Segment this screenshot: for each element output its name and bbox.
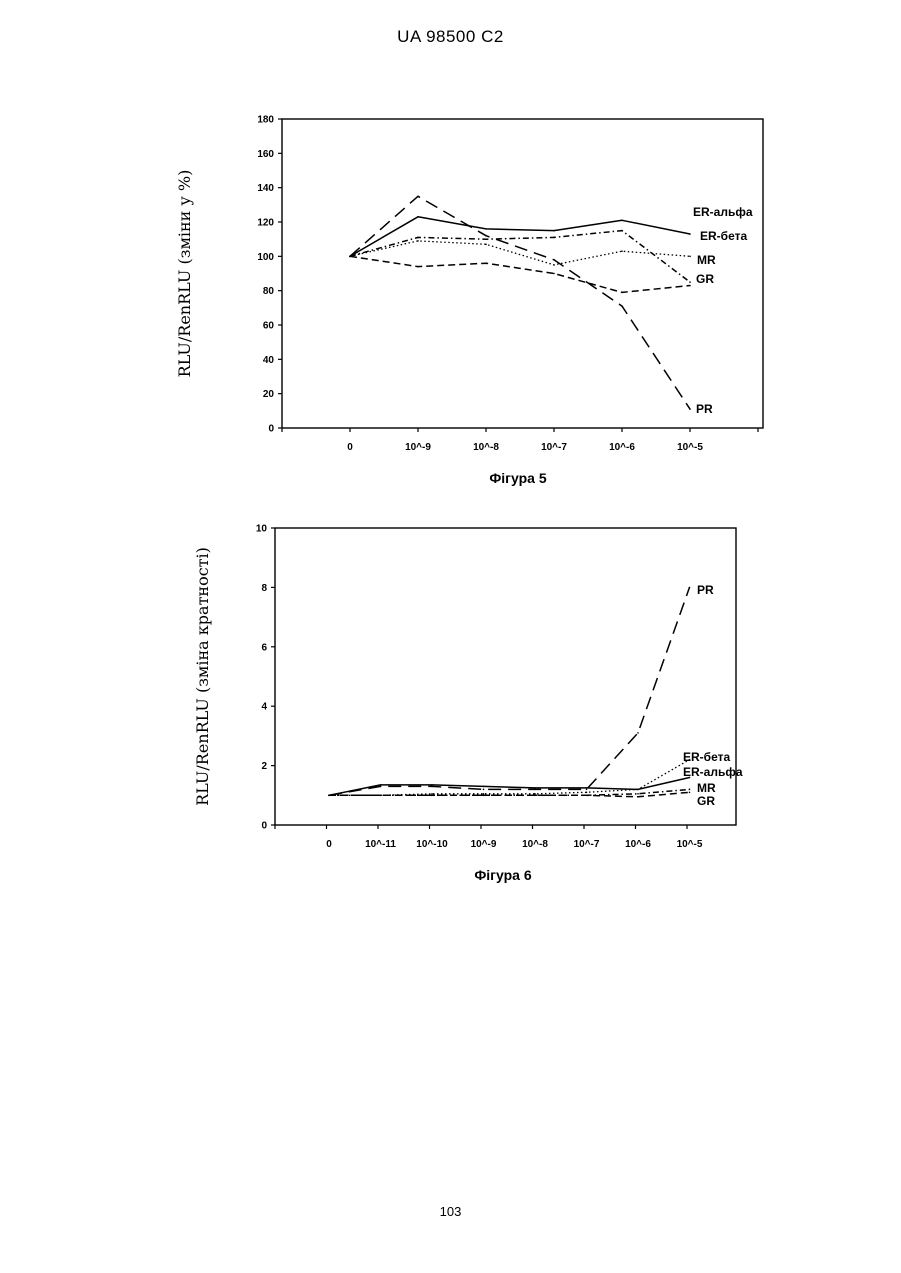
y-tick-label: 0 — [261, 821, 267, 832]
x-tick-label: 10^-11 — [365, 839, 396, 850]
data-point-mr — [637, 793, 639, 795]
x-tick-label: 0 — [326, 839, 332, 850]
series-label-pr: PR — [697, 583, 714, 597]
data-point-pr — [637, 732, 639, 734]
data-point-mr — [689, 789, 691, 791]
series-label-er-бета: ER-бета — [683, 750, 730, 764]
series-label-mr: MR — [697, 781, 716, 795]
x-tick-label: 10^-9 — [471, 839, 497, 850]
figure-caption: Фігура 6 — [474, 867, 531, 883]
data-point-er-альфа — [431, 784, 433, 786]
data-point-pr — [586, 789, 588, 791]
x-tick-label: 10^-6 — [625, 839, 651, 850]
data-point-pr — [380, 786, 382, 788]
data-point-er-бета — [534, 793, 536, 795]
data-point-gr — [328, 795, 330, 797]
series-label-er-альфа: ER-альфа — [683, 765, 743, 779]
series-line-pr — [329, 587, 690, 795]
data-point-er-бета — [431, 793, 433, 795]
y-axis-label: RLU/RenRLU (зміна кратності) — [193, 547, 212, 806]
data-point-gr — [586, 795, 588, 797]
series-line-er-альфа — [329, 778, 690, 796]
x-tick-label: 10^-8 — [522, 839, 548, 850]
y-tick-label: 4 — [261, 702, 267, 713]
data-point-gr — [689, 792, 691, 794]
x-tick-label: 10^-5 — [677, 839, 703, 850]
data-point-pr — [689, 587, 691, 589]
data-point-gr — [431, 795, 433, 797]
page-number: 103 — [0, 1204, 901, 1219]
data-point-er-бета — [483, 793, 485, 795]
x-tick-label: 10^-10 — [416, 839, 448, 850]
data-point-gr — [534, 795, 536, 797]
data-point-er-бета — [586, 792, 588, 794]
y-tick-label: 6 — [261, 642, 267, 653]
plot-frame — [275, 528, 736, 825]
data-point-pr — [483, 789, 485, 791]
data-point-gr — [637, 796, 639, 798]
data-point-er-альфа — [483, 786, 485, 788]
y-tick-label: 10 — [256, 524, 268, 535]
data-point-er-альфа — [534, 787, 536, 789]
data-point-pr — [534, 789, 536, 791]
data-point-pr — [431, 786, 433, 788]
data-point-gr — [483, 795, 485, 797]
y-tick-label: 8 — [261, 583, 267, 594]
x-tick-label: 10^-7 — [574, 839, 600, 850]
data-point-er-альфа — [380, 784, 382, 786]
data-point-er-альфа — [586, 787, 588, 789]
figure-6-chart: 0 2 4 6 8 10 0 10^-11 10^-10 10^-9 10^-8 10^-7 10^-6… — [0, 0, 901, 900]
y-tick-label: 2 — [261, 761, 267, 772]
series-label-gr: GR — [697, 794, 715, 808]
data-point-er-альфа — [637, 789, 639, 791]
data-point-gr — [380, 795, 382, 797]
